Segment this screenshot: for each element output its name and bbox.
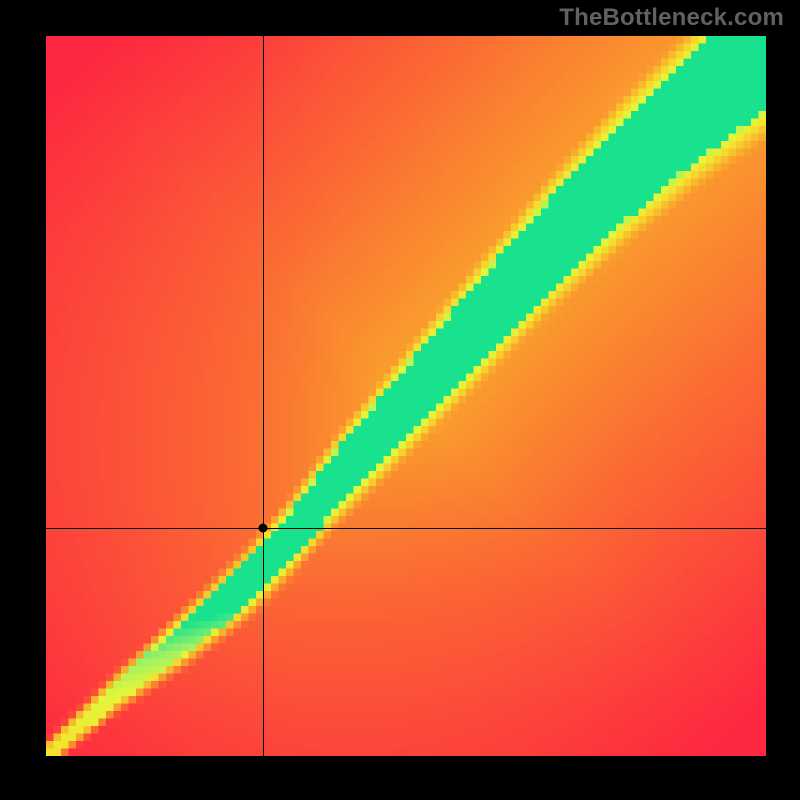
bottleneck-point-marker: [259, 523, 268, 532]
bottleneck-heatmap: [46, 36, 766, 756]
crosshair-horizontal: [46, 528, 766, 529]
heatmap-canvas: [46, 36, 766, 756]
attribution-text: TheBottleneck.com: [559, 4, 784, 32]
crosshair-vertical: [263, 36, 264, 756]
